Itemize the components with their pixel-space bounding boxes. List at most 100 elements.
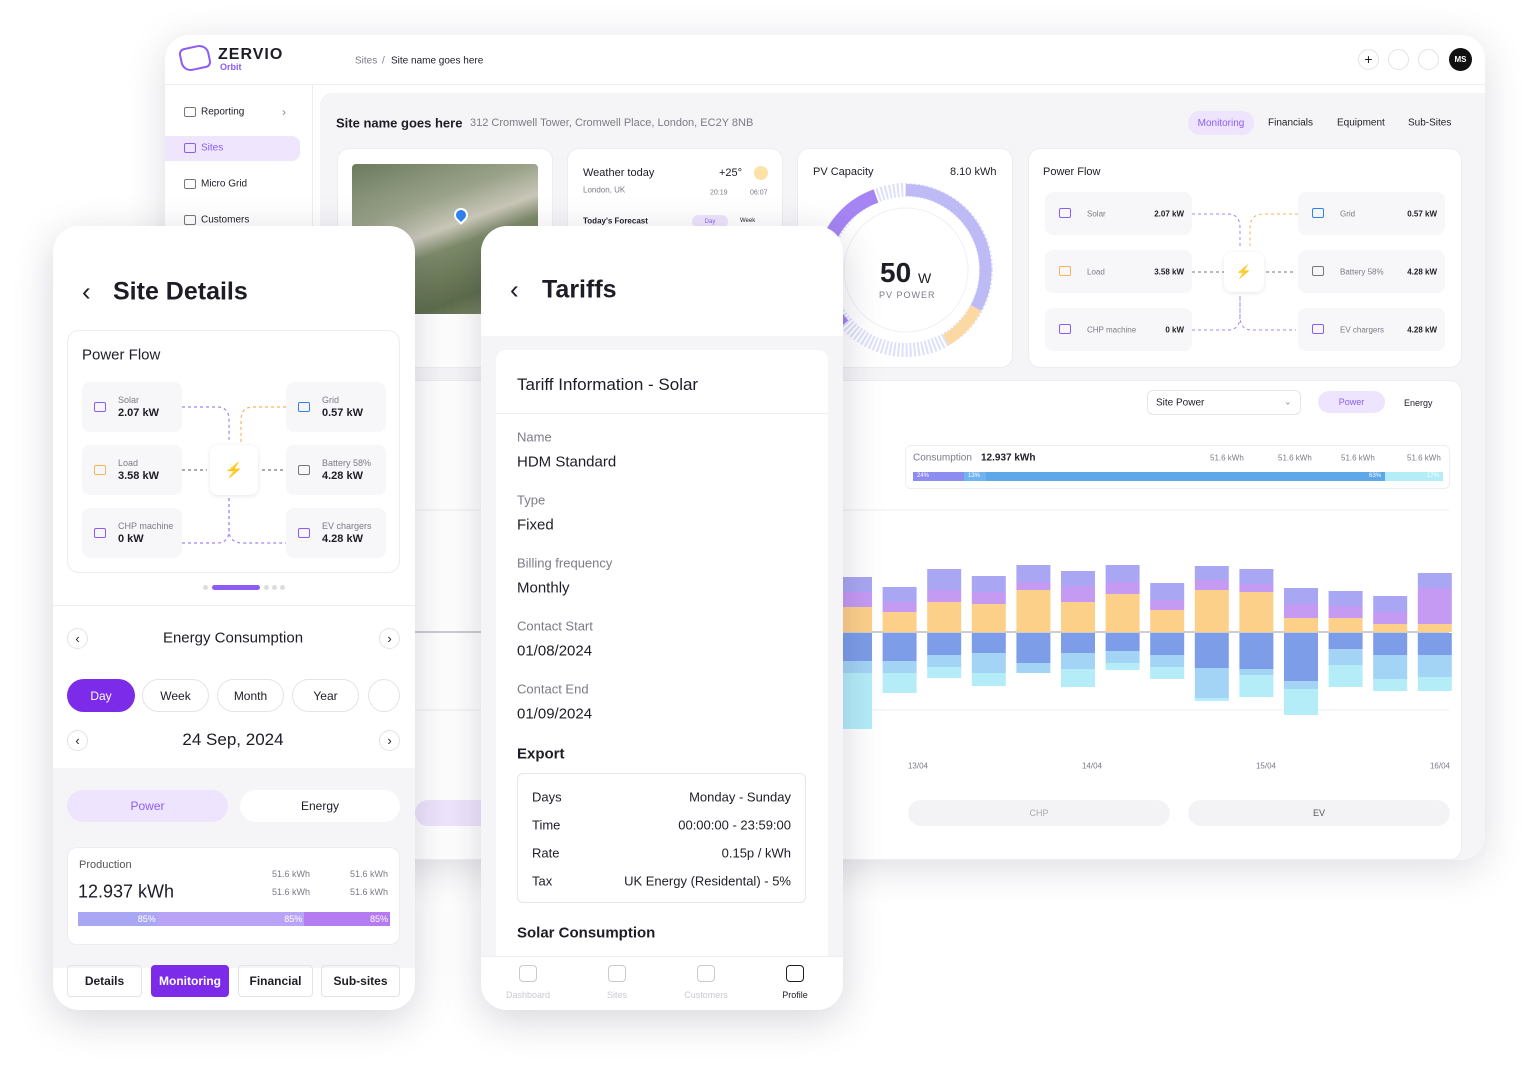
back-button[interactable]: ‹ [510, 274, 519, 305]
bottom-tab[interactable]: Details [67, 965, 142, 997]
nav-icon[interactable] [519, 965, 537, 982]
node-label: Grid [322, 395, 340, 405]
prev-button[interactable]: ‹ [67, 628, 88, 649]
node-icon [1312, 324, 1324, 334]
production-segment: 85% [78, 912, 158, 926]
production-bar: 85% 85% 85% [78, 912, 390, 926]
export-label: Time [532, 817, 561, 833]
period[interactable]: Month [217, 679, 284, 712]
avatar-initials: MS [1454, 55, 1467, 64]
tab[interactable]: Equipment [1337, 117, 1385, 129]
production-segment: 85% [304, 912, 390, 926]
pager-dot [272, 585, 277, 590]
bar-segment [1194, 566, 1229, 580]
bar-segment [838, 633, 872, 661]
bottom-tab-active[interactable]: Monitoring [151, 965, 229, 997]
consumption-label: Consumption [913, 452, 972, 464]
segment-label: 17% [1426, 473, 1439, 479]
period[interactable]: Year [292, 679, 359, 712]
filter[interactable]: CHP [908, 800, 1170, 826]
filter[interactable]: EV [1188, 800, 1450, 826]
bar-segment [1284, 604, 1318, 618]
bar-segment [1150, 655, 1185, 667]
toggle[interactable]: Energy [1404, 398, 1433, 408]
select-chevron: ⌄ [1284, 396, 1292, 407]
sidebar-item[interactable]: Reporting [201, 106, 245, 118]
breadcrumb[interactable]: Sites [355, 55, 378, 67]
export-value: Monday - Sunday [689, 789, 791, 805]
node-icon [1059, 266, 1071, 276]
nav-label: Customers [684, 990, 728, 1000]
export-box [517, 773, 806, 903]
add-button[interactable]: + [1358, 49, 1379, 70]
sidebar-item[interactable]: Micro Grid [201, 178, 248, 190]
bar-chart [397, 509, 1452, 729]
period[interactable]: Week [142, 679, 209, 712]
sidebar-item[interactable]: Customers [201, 214, 250, 226]
pv-value: 50 [880, 257, 912, 288]
calendar-button[interactable] [368, 679, 400, 712]
bar-segment [838, 673, 872, 729]
node-label: Solar [118, 395, 140, 405]
period-active[interactable]: Day [692, 215, 728, 228]
bar-segment [1239, 592, 1274, 632]
export-label: Tax [532, 873, 553, 889]
notifications-button[interactable] [1418, 49, 1439, 70]
bolt-icon: ⚡ [224, 462, 244, 479]
period-label: Day [90, 688, 112, 703]
power-flow-node [286, 382, 386, 432]
bar-segment [1016, 663, 1051, 673]
node-label: Grid [1340, 209, 1356, 219]
nav-icon[interactable] [608, 965, 626, 982]
bar-segment [838, 607, 872, 632]
consumption-segment: 63% [986, 472, 1385, 481]
nav-icon[interactable] [697, 965, 715, 982]
bar-segment [1061, 653, 1095, 669]
search-button[interactable] [1388, 49, 1409, 70]
segment-label: 85% [284, 914, 303, 924]
consumption-segment: 13% [964, 472, 986, 481]
tariffs-phone [481, 226, 843, 1010]
toggle[interactable]: Energy [240, 790, 400, 822]
prev-button[interactable]: ‹ [67, 730, 88, 751]
tab[interactable]: Financials [1268, 117, 1314, 129]
consumption-segment: 24% [913, 472, 964, 481]
sidebar-item[interactable]: Sites [201, 142, 224, 154]
filter-label: CHP [1029, 808, 1049, 818]
node-icon [94, 465, 106, 475]
bar-segment [1016, 565, 1051, 582]
tariff-card [496, 350, 828, 970]
bar-segment [1194, 698, 1229, 701]
period-label: Day [704, 218, 716, 225]
back-button[interactable]: ‹ [82, 276, 91, 307]
bar-segment [882, 587, 917, 602]
site-power-select[interactable] [1147, 390, 1301, 415]
tab[interactable]: Sub-Sites [1408, 117, 1452, 129]
pv-gauge [816, 183, 993, 357]
section-title: Energy Consumption [162, 629, 304, 647]
bar-segment [927, 569, 962, 590]
header-divider [165, 84, 1485, 85]
bar-segment [1061, 602, 1095, 632]
toggle-active[interactable]: Power [67, 790, 228, 822]
bottom-tab[interactable]: Sub-sites [321, 965, 400, 997]
bar-segment [1417, 677, 1452, 691]
bottom-tab[interactable]: Financial [238, 965, 313, 997]
field-label: Name [517, 429, 552, 445]
tab-active[interactable]: Monitoring [1188, 111, 1254, 135]
next-button[interactable]: › [379, 628, 400, 649]
field-value: 01/09/2024 [517, 705, 593, 723]
toggle-active[interactable]: Power [1318, 391, 1385, 413]
next-button[interactable]: › [379, 730, 400, 751]
period-active[interactable]: Day [67, 679, 135, 712]
bar-segment [1284, 689, 1318, 715]
bar-segment [1328, 591, 1363, 606]
nav-icon[interactable] [786, 965, 804, 982]
legend-item: 51.6 kWh [272, 887, 311, 897]
segment-label: 85% [369, 914, 388, 924]
node-label: EV chargers [322, 521, 372, 531]
avatar[interactable]: MS [1449, 48, 1472, 71]
pv-title: PV Capacity [813, 166, 874, 178]
period[interactable]: Week [740, 218, 756, 224]
